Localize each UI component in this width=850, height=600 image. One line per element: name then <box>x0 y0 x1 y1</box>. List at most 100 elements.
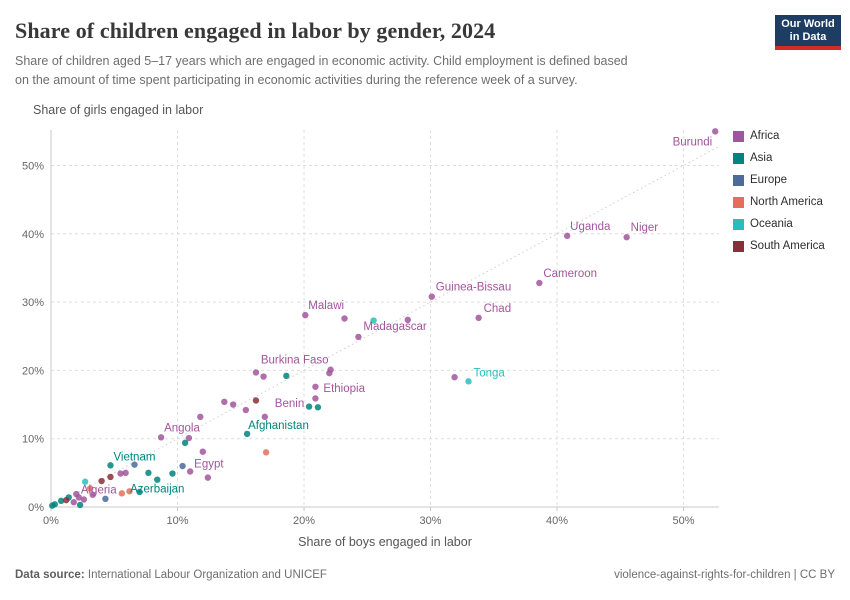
data-point-guinea-bissau[interactable] <box>428 293 436 300</box>
data-point-uganda[interactable] <box>563 232 571 240</box>
country-label[interactable]: Benin <box>275 398 304 410</box>
data-point[interactable] <box>185 434 193 442</box>
data-point[interactable] <box>326 369 333 377</box>
data-point-tonga[interactable] <box>465 378 472 385</box>
data-point[interactable] <box>283 372 290 380</box>
data-point[interactable] <box>80 496 88 503</box>
data-point[interactable] <box>341 315 348 322</box>
data-point[interactable] <box>89 491 96 498</box>
y-tick-label: 50% <box>22 161 44 173</box>
data-points <box>49 128 719 509</box>
data-point[interactable] <box>181 439 189 447</box>
data-point[interactable] <box>117 470 124 477</box>
country-label[interactable]: Algeria <box>81 484 117 496</box>
data-point[interactable] <box>370 317 377 324</box>
country-label[interactable]: Malawi <box>308 300 344 312</box>
data-point-chad[interactable] <box>475 314 482 322</box>
country-label[interactable]: Niger <box>631 222 659 234</box>
country-label[interactable]: Burundi <box>673 136 713 148</box>
data-point[interactable] <box>314 404 322 411</box>
data-point-angola[interactable] <box>157 434 165 441</box>
legend-item-asia[interactable]: Asia <box>733 152 825 165</box>
data-point[interactable] <box>252 369 260 376</box>
country-label[interactable]: Tonga <box>474 367 506 379</box>
parity-line <box>50 145 720 508</box>
data-point[interactable] <box>136 488 143 496</box>
data-point[interactable] <box>87 485 94 492</box>
data-point[interactable] <box>145 469 152 477</box>
data-point-afghanistan[interactable] <box>243 430 251 438</box>
data-point[interactable] <box>57 497 65 505</box>
country-label[interactable]: Vietnam <box>113 451 155 463</box>
country-label[interactable]: Afghanistan <box>248 420 309 432</box>
subtitle-line-2: on the amount of time spent participatin… <box>15 72 578 87</box>
x-tick-label: 20% <box>293 515 315 527</box>
data-point[interactable] <box>169 470 176 477</box>
data-point[interactable] <box>197 413 204 421</box>
data-point[interactable] <box>242 406 250 414</box>
legend-label: Oceania <box>750 218 793 230</box>
data-point[interactable] <box>179 462 186 470</box>
legend-label: Asia <box>750 152 773 164</box>
data-point[interactable] <box>229 401 237 408</box>
data-point[interactable] <box>451 374 458 381</box>
data-point-azerbaijan[interactable] <box>154 476 161 483</box>
data-point[interactable] <box>204 474 212 481</box>
legend-item-europe[interactable]: Europe <box>733 174 825 187</box>
y-tick-label: 10% <box>22 434 44 446</box>
legend-item-oceania[interactable]: Oceania <box>733 218 825 231</box>
data-point[interactable] <box>70 499 77 506</box>
data-point[interactable] <box>98 477 105 485</box>
country-label[interactable]: Cameroon <box>543 268 597 280</box>
legend-swatch <box>733 219 744 230</box>
data-point[interactable] <box>260 373 267 380</box>
country-label[interactable]: Burkina Faso <box>261 355 329 367</box>
data-point-burundi[interactable] <box>712 128 719 135</box>
data-point[interactable] <box>62 496 70 504</box>
data-point-madagascar[interactable] <box>355 333 362 341</box>
data-point[interactable] <box>305 403 313 410</box>
data-point[interactable] <box>81 478 89 485</box>
data-source-text: International Labour Organization and UN… <box>87 569 327 581</box>
country-label[interactable]: Chad <box>484 303 512 315</box>
data-point-malawi[interactable] <box>302 311 309 319</box>
data-point[interactable] <box>49 502 56 509</box>
data-point-benin[interactable] <box>261 413 269 421</box>
country-label[interactable]: Ethiopia <box>323 383 365 395</box>
data-point[interactable] <box>221 398 228 406</box>
x-tick-label: 0% <box>43 515 59 527</box>
country-label[interactable]: Angola <box>164 422 200 434</box>
country-label[interactable]: Guinea-Bissau <box>436 282 511 294</box>
data-point[interactable] <box>199 448 207 455</box>
data-point-egypt[interactable] <box>186 468 194 475</box>
country-label[interactable]: Madagascar <box>363 321 426 333</box>
data-point-vietnam[interactable] <box>107 462 114 469</box>
data-point[interactable] <box>404 316 411 324</box>
data-point[interactable] <box>131 461 138 468</box>
data-point-ethiopia[interactable] <box>312 383 319 390</box>
country-label[interactable]: Uganda <box>570 221 611 233</box>
country-label[interactable]: Azerbaijan <box>130 484 184 496</box>
data-point-niger[interactable] <box>623 234 630 241</box>
legend-item-north-america[interactable]: North America <box>733 196 825 209</box>
legend-item-africa[interactable]: Africa <box>733 130 825 143</box>
owid-logo[interactable]: Our World in Data <box>775 15 841 50</box>
data-point[interactable] <box>252 397 260 404</box>
data-point[interactable] <box>73 490 80 498</box>
data-point[interactable] <box>126 488 133 495</box>
data-point[interactable] <box>118 490 126 497</box>
data-point[interactable] <box>76 501 84 509</box>
data-point[interactable] <box>102 495 109 503</box>
data-point[interactable] <box>107 473 114 481</box>
country-label[interactable]: Egypt <box>194 458 224 470</box>
x-tick-label: 30% <box>420 515 442 527</box>
data-point[interactable] <box>312 395 319 402</box>
data-point[interactable] <box>262 449 270 456</box>
data-point[interactable] <box>122 469 129 477</box>
data-point-cameroon[interactable] <box>536 279 543 287</box>
legend-label: Europe <box>750 174 788 186</box>
legend-label: North America <box>750 196 823 208</box>
page-title: Share of children engaged in labor by ge… <box>15 18 496 43</box>
logo-line-1: Our World <box>781 17 835 30</box>
legend-item-south-america[interactable]: South America <box>733 240 825 253</box>
